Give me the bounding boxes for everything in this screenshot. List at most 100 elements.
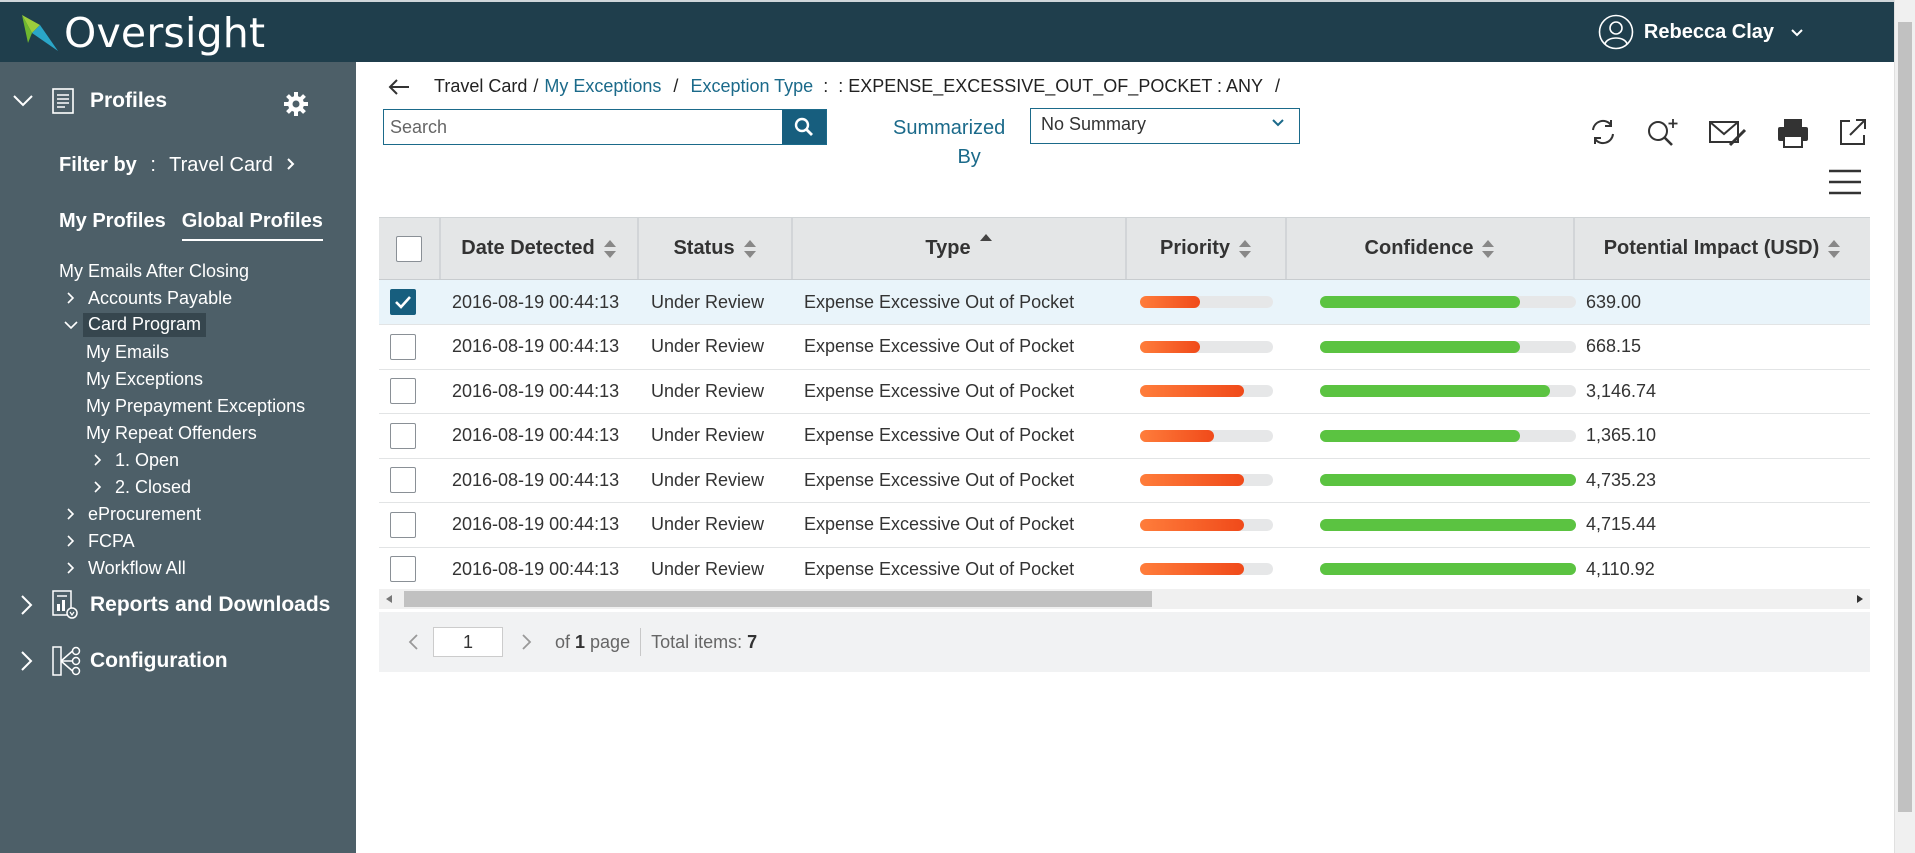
advanced-search-icon[interactable] (1646, 117, 1682, 149)
potential-impact-cell: 4,715.44 (1586, 514, 1657, 534)
confidence-bar-fill (1320, 518, 1576, 531)
tree-item-my-emails[interactable]: My Emails (86, 339, 169, 365)
breadcrumb-separator: / (1275, 76, 1281, 96)
search-icon (794, 117, 813, 136)
tree-item-closed[interactable]: 2. Closed (91, 474, 191, 500)
refresh-icon[interactable] (1588, 117, 1618, 147)
header-confidence[interactable]: Confidence (1287, 218, 1575, 279)
pager-total-pages: 1 (575, 631, 586, 652)
configuration-hierarchy-icon (52, 646, 81, 676)
row-checkbox[interactable] (390, 378, 416, 404)
chevron-right-icon[interactable] (64, 291, 78, 305)
reports-section-header[interactable]: Reports and Downloads (20, 590, 330, 620)
summary-select[interactable]: No Summary (1030, 108, 1300, 144)
tree-item-fcpa[interactable]: FCPA (64, 528, 135, 554)
status-cell: Under Review (651, 291, 765, 312)
tree-item-workflow-all[interactable]: Workflow All (64, 555, 186, 581)
potential-impact-cell: 1,365.10 (1586, 425, 1657, 445)
tree-item-label: My Emails (86, 341, 170, 362)
confidence-bar (1320, 518, 1576, 531)
tree-item-eprocurement[interactable]: eProcurement (64, 501, 201, 527)
chevron-right-icon[interactable] (91, 480, 105, 494)
scroll-left-icon[interactable] (385, 594, 393, 604)
row-checkbox[interactable] (390, 511, 416, 538)
summarized-by-line1: Summarized (893, 117, 1006, 139)
search-input[interactable] (384, 110, 782, 144)
chevron-down-icon[interactable] (64, 318, 78, 332)
select-all-checkbox[interactable] (396, 235, 422, 262)
row-checkbox-cell (390, 503, 416, 547)
tree-item-my-prepayment-exceptions[interactable]: My Prepayment Exceptions (86, 393, 305, 419)
table-row[interactable]: 2016-08-19 00:44:13 Under Review Expense E… (379, 414, 1870, 459)
prev-page-icon[interactable] (407, 633, 419, 651)
sort-both-icon (1239, 239, 1252, 258)
row-checkbox[interactable] (390, 556, 416, 582)
tree-item-label: Accounts Payable (88, 287, 233, 308)
table-row[interactable]: 2016-08-19 00:44:13 Under Review Expense E… (379, 458, 1870, 503)
vertical-scrollbar-thumb[interactable] (1898, 22, 1912, 812)
header-label: Type (925, 237, 971, 259)
chevron-right-icon[interactable] (64, 561, 78, 575)
potential-impact-cell: 4,735.23 (1586, 469, 1657, 490)
back-arrow-icon[interactable] (388, 78, 410, 95)
row-checkbox[interactable] (390, 333, 416, 360)
table-row[interactable]: 2016-08-19 00:44:13 Under Review Expense E… (379, 547, 1870, 592)
breadcrumb-exception-type-link[interactable]: Exception Type (690, 76, 814, 96)
confidence-bar (1320, 340, 1576, 353)
profiles-section-header[interactable]: Profiles (12, 88, 167, 114)
hamburger-menu-icon[interactable] (1828, 168, 1862, 196)
date-detected-cell: 2016-08-19 00:44:13 (452, 425, 620, 445)
chevron-right-icon[interactable] (64, 507, 78, 521)
breadcrumb-my-exceptions-link[interactable]: My Exceptions (544, 76, 662, 96)
priority-bar (1140, 474, 1273, 486)
user-menu[interactable]: Rebecca Clay (1598, 14, 1804, 50)
row-checkbox-cell (390, 414, 416, 458)
tree-item-open[interactable]: 1. Open (91, 447, 179, 473)
open-external-icon[interactable] (1838, 117, 1868, 147)
tree-item-my-emails-after-closing[interactable]: My Emails After Closing (59, 258, 249, 284)
page-number-input[interactable]: 1 (433, 627, 503, 657)
gear-icon[interactable] (283, 91, 309, 117)
tree-item-card-program[interactable]: Card Program (64, 312, 207, 338)
tab-my-profiles[interactable]: My Profiles (59, 210, 166, 232)
header-date-detected[interactable]: Date Detected (441, 218, 639, 279)
row-checkbox[interactable] (390, 289, 416, 315)
header-type[interactable]: Type (793, 218, 1127, 279)
configuration-section-header[interactable]: Configuration (20, 646, 228, 676)
exceptions-grid: Date Detected Status Type Priority Confi… (379, 217, 1870, 737)
tree-item-accounts-payable[interactable]: Accounts Payable (64, 285, 232, 311)
row-checkbox[interactable] (390, 422, 416, 449)
scroll-right-icon[interactable] (1856, 594, 1864, 604)
tree-item-my-exceptions[interactable]: My Exceptions (86, 366, 203, 392)
pager-total-label: Total items: (651, 631, 743, 652)
next-page-icon[interactable] (521, 633, 533, 651)
app-logo[interactable]: Oversight (20, 10, 265, 56)
header-status[interactable]: Status (639, 218, 793, 279)
confidence-bar-fill (1320, 563, 1576, 575)
tab-global-profiles[interactable]: Global Profiles (181, 210, 323, 241)
confidence-bar-fill (1320, 474, 1576, 486)
chevron-right-icon[interactable] (91, 453, 105, 467)
row-checkbox[interactable] (390, 467, 416, 493)
header-label: Potential Impact (USD) (1603, 237, 1820, 259)
row-checkbox-cell (390, 458, 416, 502)
sort-both-icon (1828, 239, 1841, 258)
email-compose-icon[interactable] (1708, 117, 1748, 149)
search-button[interactable] (782, 110, 826, 144)
table-row[interactable]: 2016-08-19 00:44:13 Under Review Expense E… (379, 280, 1870, 325)
vertical-scrollbar[interactable] (1894, 0, 1915, 853)
header-priority[interactable]: Priority (1127, 218, 1287, 279)
header-potential-impact[interactable]: Potential Impact (USD) (1575, 218, 1870, 279)
table-row[interactable]: 2016-08-19 00:44:13 Under Review Expense E… (379, 369, 1870, 414)
filter-by[interactable]: Filter by : Travel Card (59, 154, 296, 177)
status-cell: Under Review (651, 469, 765, 490)
horizontal-scrollbar[interactable] (379, 589, 1870, 609)
horizontal-scrollbar-thumb[interactable] (404, 591, 1152, 607)
user-avatar-icon (1598, 14, 1634, 50)
tree-item-label: Workflow All (88, 557, 186, 578)
tree-item-my-repeat-offenders[interactable]: My Repeat Offenders (86, 420, 257, 446)
table-row[interactable]: 2016-08-19 00:44:13 Under Review Expense E… (379, 503, 1870, 548)
chevron-right-icon[interactable] (64, 534, 78, 548)
table-row[interactable]: 2016-08-19 00:44:13 Under Review Expense E… (379, 325, 1870, 370)
print-icon[interactable] (1776, 117, 1810, 149)
